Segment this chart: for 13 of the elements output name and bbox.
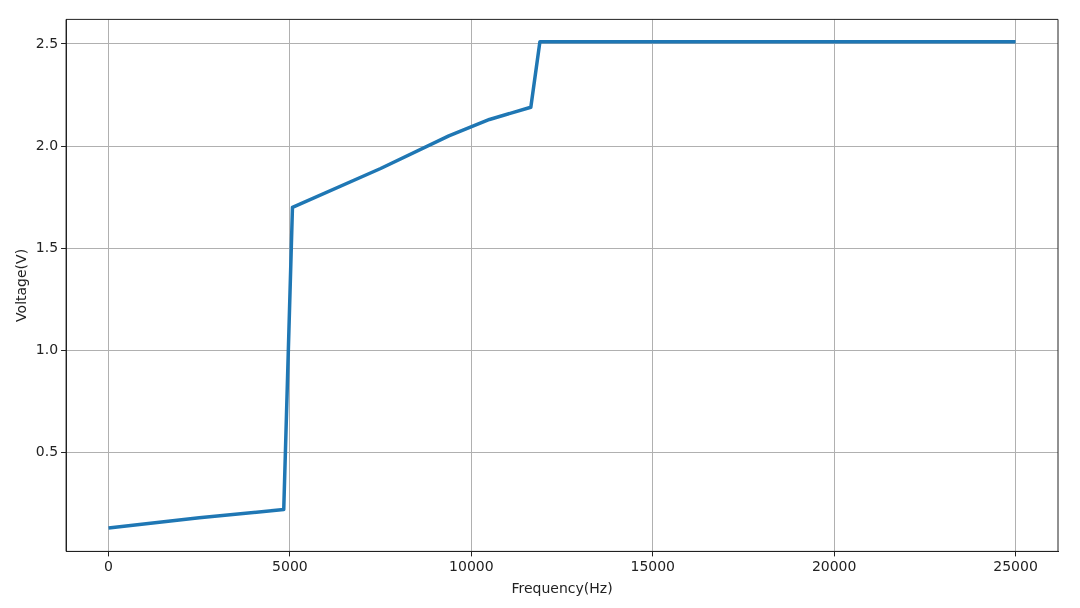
y-tick-label: 0.5	[35, 442, 59, 459]
x-tick-label: 0	[104, 558, 113, 575]
x-tick-label: 10000	[449, 558, 494, 575]
y-tick-label: 1.5	[35, 238, 59, 255]
y-tick-label: 1.0	[35, 340, 59, 357]
x-tick-label: 25000	[993, 558, 1038, 575]
y-tick-label: 2.0	[35, 136, 59, 153]
y-tick-label: 2.5	[35, 34, 59, 51]
x-tick-label: 20000	[811, 558, 857, 575]
y-axis-title: Voltage(V)	[13, 248, 30, 322]
x-tick-label: 5000	[272, 558, 308, 575]
x-tick-label: 15000	[630, 558, 676, 575]
x-axis-title: Frequency(Hz)	[511, 580, 613, 597]
